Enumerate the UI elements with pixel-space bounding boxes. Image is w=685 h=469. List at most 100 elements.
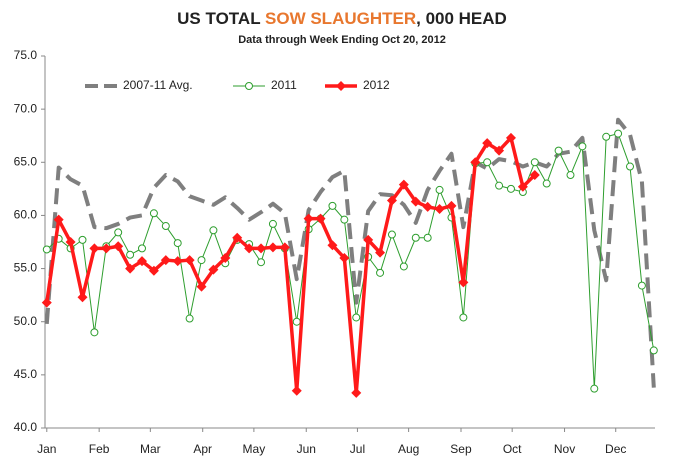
x-tick-label: May (243, 442, 266, 456)
point (42, 245, 51, 254)
point (602, 132, 611, 141)
point (578, 142, 587, 151)
x-tick-label: Apr (193, 442, 212, 456)
point (303, 213, 314, 224)
point (566, 171, 575, 180)
point (41, 297, 52, 308)
x-tick-label: Aug (398, 442, 419, 456)
point (340, 215, 349, 224)
point (209, 226, 218, 235)
y-tick-label: 55.0 (14, 261, 38, 275)
x-tick-label: Oct (503, 442, 522, 456)
point (458, 277, 469, 288)
point (423, 233, 432, 242)
point (137, 256, 148, 267)
point (399, 262, 408, 271)
point (352, 313, 361, 322)
point (410, 196, 421, 207)
point (113, 241, 124, 252)
point (89, 243, 100, 254)
title-part: , 000 HEAD (416, 9, 507, 28)
point (172, 256, 183, 267)
y-tick-label: 45.0 (14, 367, 38, 381)
title-part: US TOTAL (177, 9, 260, 28)
x-tick-label: Nov (554, 442, 575, 456)
point (435, 185, 444, 194)
point (626, 162, 635, 171)
point (208, 264, 219, 275)
point (328, 201, 337, 210)
point (65, 237, 76, 247)
legend-marker (336, 81, 346, 91)
point (196, 281, 207, 292)
point (529, 170, 540, 181)
point (434, 204, 445, 215)
x-tick-label: Sep (450, 442, 472, 456)
point (90, 328, 99, 337)
point (53, 214, 64, 225)
point (220, 252, 231, 263)
point (268, 219, 277, 228)
point (375, 247, 386, 258)
point (483, 158, 492, 167)
point (339, 252, 350, 263)
point (173, 239, 182, 248)
point (470, 157, 481, 168)
point (279, 242, 290, 253)
point (422, 201, 433, 212)
chart-subtitle: Data through Week Ending Oct 20, 2012 (238, 34, 446, 46)
point (149, 209, 158, 218)
point (386, 195, 397, 206)
chart-title: US TOTAL SOW SLAUGHTER, 000 HEAD (177, 9, 507, 28)
point (256, 243, 267, 254)
point (554, 146, 563, 155)
point (232, 232, 243, 243)
point (495, 181, 504, 190)
point (506, 184, 515, 193)
point (292, 317, 301, 326)
point (649, 346, 658, 355)
point (161, 222, 170, 231)
series-line (44, 117, 656, 388)
point (184, 255, 195, 266)
point (267, 242, 278, 253)
x-tick-label: Dec (605, 442, 626, 456)
y-tick-label: 40.0 (14, 420, 38, 434)
y-tick-label: 60.0 (14, 208, 38, 222)
x-tick-label: Feb (89, 442, 110, 456)
y-tick-label: 65.0 (14, 154, 38, 168)
x-tick-label: Mar (140, 442, 161, 456)
legend-label: 2011 (271, 78, 297, 92)
legend-marker (245, 82, 253, 90)
point (590, 384, 599, 393)
y-tick-label: 75.0 (14, 48, 38, 62)
point (125, 263, 136, 274)
point (387, 230, 396, 239)
point (376, 268, 385, 277)
series-line (45, 136, 537, 395)
point (257, 258, 266, 267)
point (78, 235, 87, 244)
point (411, 233, 420, 242)
point (197, 256, 206, 265)
point (494, 145, 505, 156)
point (291, 385, 302, 396)
legend-label: 2007-11 Avg. (123, 78, 193, 92)
point (459, 313, 468, 322)
point (185, 314, 194, 323)
point (101, 243, 112, 254)
x-tick-label: Jan (37, 442, 56, 456)
point (637, 281, 646, 290)
point (530, 158, 539, 167)
point (363, 234, 374, 245)
point (446, 200, 457, 211)
x-tick-label: Jun (297, 442, 316, 456)
x-tick-label: Jul (350, 442, 365, 456)
point (398, 179, 409, 190)
point (315, 213, 326, 224)
point (327, 240, 338, 251)
point (542, 179, 551, 188)
point (482, 138, 493, 149)
point (351, 387, 362, 398)
